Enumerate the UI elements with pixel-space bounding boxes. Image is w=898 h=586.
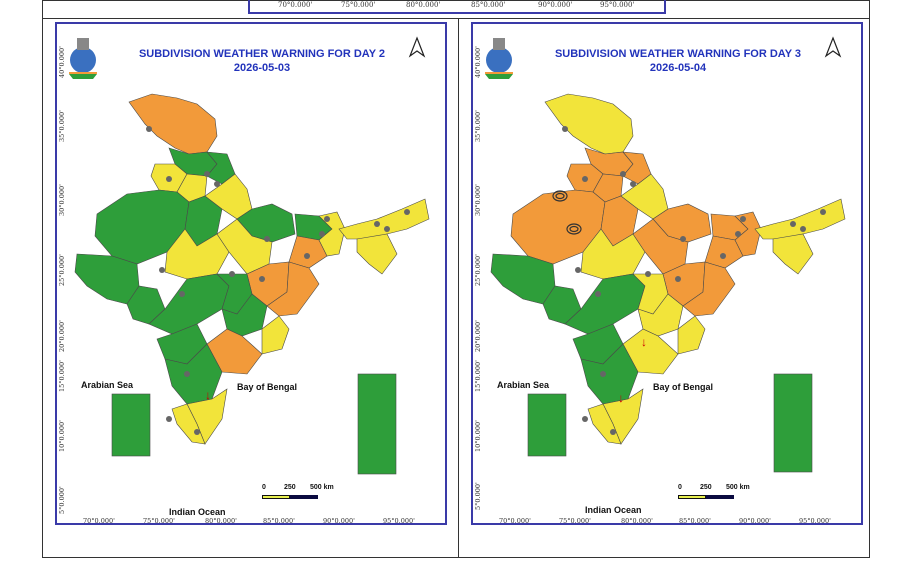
arabian-sea-label: Arabian Sea [81,380,134,390]
top-rule [42,18,870,19]
indian-ocean-label: Indian Ocean [585,505,642,515]
lat-tick: 10°0.000' [58,420,66,452]
scale-bar: 0 250 500 km [262,484,342,504]
scale-zero: 0 [678,484,682,491]
lon-tick: 70°0.000' [83,517,115,525]
lon-tick: 95°0.000' [600,1,635,9]
map-date: 2026-05-04 [649,62,707,74]
scale-segment [678,495,706,499]
map-title: SUBDIVISION WEATHER WARNING FOR DAY 2 [138,48,386,60]
panel-divider [458,18,459,558]
lon-tick: 75°0.000' [341,1,376,9]
lon-tick: 75°0.000' [143,517,175,525]
map-date: 2026-05-03 [233,62,291,74]
arabian-sea-label: Arabian Sea [497,380,550,390]
lon-tick: 85°0.000' [471,1,506,9]
lon-tick: 80°0.000' [406,1,441,9]
lon-tick: 70°0.000' [499,517,531,525]
lat-tick: 35°0.000' [58,110,66,142]
imd-emblem [65,32,101,80]
lon-tick: 95°0.000' [799,517,831,525]
lon-tick: 80°0.000' [205,517,237,525]
lat-tick: 40°0.000' [58,46,66,78]
scale-segment [262,495,290,499]
day3-india-map: ↓ ↓ [490,93,846,473]
lon-tick: 85°0.000' [679,517,711,525]
lat-tick: 30°0.000' [58,184,66,216]
previous-map-lon-ticks: 70°0.000' 75°0.000' 80°0.000' 85°0.000' … [248,1,666,11]
indian-ocean-label: Indian Ocean [169,507,226,517]
lon-tick: 85°0.000' [263,517,295,525]
scale-segment [706,495,734,499]
lon-tick: 70°0.000' [278,1,313,9]
north-arrow-icon [407,36,427,63]
lat-tick: 5°0.000' [58,486,66,514]
lat-tick: 40°0.000' [474,46,482,78]
bay-of-bengal-label: Bay of Bengal [653,382,714,392]
scale-end: 500 km [726,484,750,491]
day2-map-panel: ↓ SUBDIVISION WEATHER WARNING FOR DAY 2 … [55,22,447,525]
lon-tick: 90°0.000' [323,517,355,525]
map-title: SUBDIVISION WEATHER WARNING FOR DAY 3 [554,48,802,60]
lon-tick: 80°0.000' [621,517,653,525]
lat-tick: 25°0.000' [58,254,66,286]
day2-india-map: ↓ [74,93,430,475]
svg-text:↓: ↓ [205,388,211,402]
lon-tick: 90°0.000' [739,517,771,525]
svg-text:↓: ↓ [641,335,647,349]
lon-tick: 90°0.000' [538,1,573,9]
lat-tick: 10°0.000' [474,420,482,452]
scale-segment [290,495,318,499]
lat-tick: 20°0.000' [58,320,66,352]
day3-map-panel: ↓ ↓ SUBDIVISION WEATHER WARNING FOR DAY … [471,22,863,525]
lat-tick: 15°0.000' [474,360,482,392]
previous-map-bottom-frame [248,0,666,14]
scale-bar: 0 250 500 km [678,484,758,504]
page-frame [42,0,870,558]
lat-tick: 5°0.000' [474,482,482,510]
north-arrow-icon [823,36,843,63]
bay-of-bengal-label: Bay of Bengal [237,382,298,392]
lon-tick: 95°0.000' [383,517,415,525]
scale-zero: 0 [262,484,266,491]
imd-emblem [481,32,517,80]
lat-tick: 15°0.000' [58,360,66,392]
svg-text:↓: ↓ [618,391,624,405]
lat-tick: 35°0.000' [474,110,482,142]
lat-tick: 20°0.000' [474,320,482,352]
scale-mid: 250 [700,484,712,491]
lat-tick: 30°0.000' [474,184,482,216]
scale-end: 500 km [310,484,334,491]
scale-mid: 250 [284,484,296,491]
lon-tick: 75°0.000' [559,517,591,525]
lat-tick: 25°0.000' [474,254,482,286]
